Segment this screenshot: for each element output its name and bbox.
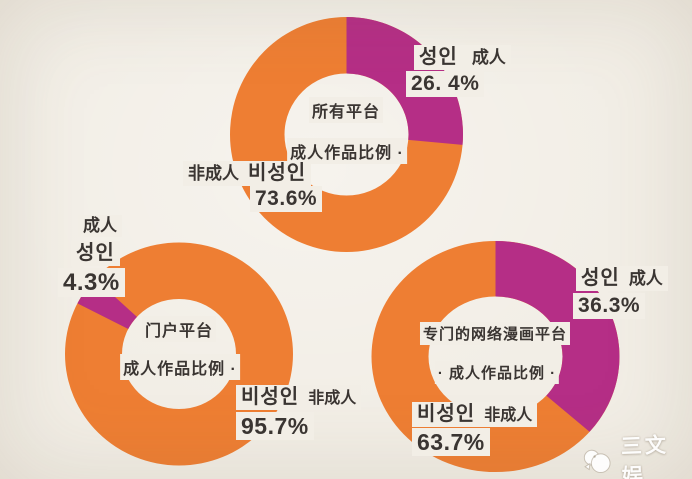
chart1-subtitle: 成人作品比例 · <box>287 138 407 164</box>
chart2-adult-percent: 4.3% <box>58 268 125 298</box>
chart2-title: 门户平台 <box>141 316 217 342</box>
chart3-nonadult-label-korean: 비성인 <box>417 403 476 425</box>
watermark-brand-text: 三文娱 <box>620 433 670 479</box>
chart3-adult-label-chinese: 成人 <box>628 269 663 288</box>
chart3-adult-label-korean: 성인 <box>581 267 620 289</box>
watermark: 三文娱 <box>581 428 692 479</box>
chart3-nonadult-label-chinese: 非成人 <box>484 407 533 424</box>
chart2-nonadult-label-chinese: 非成人 <box>308 390 357 407</box>
chart1-nonadult-percent: 73.6% <box>250 186 323 213</box>
chart3-adult-label: 성인 成人 <box>576 266 668 291</box>
chart2-nonadult-label-korean: 비성인 <box>241 386 300 408</box>
chart1-adult-slice <box>346 17 463 145</box>
chart1-nonadult-label: 非成人 비성인 <box>183 161 312 186</box>
chart2-adult-label-chinese: 成人 <box>83 216 117 235</box>
chart3-subtitle: · 成人作品比例 · <box>434 361 560 384</box>
chart3-nonadult-percent: 63.7% <box>412 428 490 457</box>
chart2-adult-label-korean: 성인 <box>76 242 115 264</box>
chart1-nonadult-label-chinese: 非成人 <box>188 164 239 183</box>
chart1-nonadult-label-korean: 비성인 <box>248 162 307 184</box>
fish-doodle-icon <box>583 449 611 474</box>
chart1-adult-label-korean: 성인 <box>419 46 458 68</box>
chart1-adult-percent: 26. 4% <box>406 71 485 98</box>
chart2-nonadult-percent: 95.7% <box>236 412 314 441</box>
chart1-adult-label: 성인 成人 <box>414 45 511 70</box>
chart3-nonadult-label: 비성인 非成人 <box>412 402 538 427</box>
chart1-title: 所有平台 <box>308 97 384 123</box>
chart1-adult-label-chinese: 成人 <box>471 48 506 67</box>
chart2-subtitle: 成人作品比例 · <box>120 354 240 380</box>
chart3-adult-percent: 36.3% <box>573 293 646 320</box>
chart2-nonadult-label: 비성인 非成人 <box>236 385 362 410</box>
chart3-title: 专门的网络漫画平台 <box>419 322 571 345</box>
